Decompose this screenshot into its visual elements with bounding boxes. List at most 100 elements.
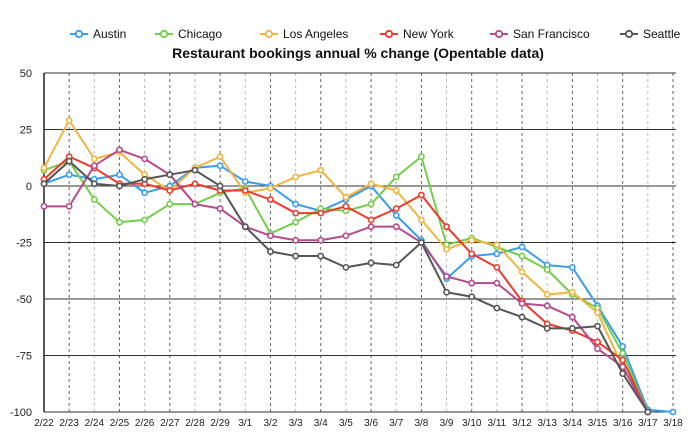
- data-point: [40, 164, 48, 172]
- x-tick-label: 3/4: [314, 418, 328, 429]
- data-point: [493, 250, 501, 258]
- legend-label: San Francisco: [513, 27, 590, 41]
- x-tick-label: 3/1: [238, 418, 252, 429]
- data-point: [619, 349, 627, 357]
- x-tick-label: 3/8: [414, 418, 428, 429]
- data-point: [443, 223, 450, 231]
- series-line-austin: [43, 164, 674, 413]
- data-point: [342, 232, 350, 240]
- legend-label: Los Angeles: [283, 27, 348, 41]
- data-point: [392, 261, 400, 269]
- legend-marker: [384, 29, 394, 39]
- data-point: [267, 232, 274, 240]
- data-point: [518, 313, 526, 321]
- data-point: [216, 182, 224, 190]
- x-tick-label: 2/23: [59, 418, 79, 429]
- y-tick-label: -100: [10, 407, 32, 419]
- data-point: [90, 196, 98, 203]
- data-point: [191, 180, 199, 188]
- legend-label: Seattle: [643, 27, 681, 41]
- data-point: [116, 171, 123, 179]
- legend-marker: [494, 29, 504, 39]
- data-point: [141, 189, 149, 197]
- data-point: [241, 223, 249, 231]
- data-point: [619, 356, 627, 364]
- legend-marker: [264, 29, 274, 39]
- data-point: [443, 245, 450, 253]
- data-point: [518, 268, 526, 276]
- data-point: [619, 370, 627, 377]
- legend-label: Austin: [93, 27, 126, 41]
- x-tick-label: 3/16: [613, 418, 633, 429]
- y-tick-label: -25: [16, 238, 32, 250]
- data-point: [292, 173, 299, 181]
- x-tick-label: 3/2: [263, 418, 277, 429]
- chart-title: Restaurant bookings annual % change (Ope…: [172, 45, 544, 61]
- x-tick-label: 3/13: [537, 418, 557, 429]
- data-point: [40, 180, 48, 188]
- x-tick-label: 3/12: [512, 418, 532, 429]
- data-point: [568, 313, 576, 321]
- x-tick-label: 3/14: [563, 418, 583, 429]
- data-point: [644, 408, 652, 416]
- data-point: [292, 252, 299, 260]
- data-point: [543, 302, 551, 310]
- data-point: [216, 162, 224, 170]
- x-tick-label: 2/25: [110, 418, 130, 429]
- data-point: [543, 291, 551, 298]
- x-tick-label: 2/24: [85, 418, 105, 429]
- data-point: [241, 178, 249, 185]
- x-tick-label: 2/29: [210, 418, 230, 429]
- data-point: [493, 241, 501, 249]
- data-point: [141, 216, 149, 224]
- data-point: [417, 191, 425, 199]
- x-tick-label: 2/26: [135, 418, 155, 429]
- data-point: [392, 205, 400, 212]
- data-point: [669, 408, 677, 416]
- data-point: [468, 250, 476, 258]
- data-point: [317, 209, 325, 217]
- data-point: [292, 200, 299, 208]
- data-point: [342, 202, 350, 210]
- data-point: [90, 155, 98, 163]
- data-point: [65, 157, 73, 165]
- data-point: [367, 180, 375, 188]
- data-point: [468, 293, 476, 301]
- data-point: [367, 216, 375, 224]
- x-tick-label: 3/3: [289, 418, 303, 429]
- data-point: [141, 175, 149, 183]
- data-point: [493, 279, 501, 287]
- y-tick-label: -75: [16, 351, 32, 363]
- data-point: [267, 248, 274, 255]
- legend-marker: [159, 29, 169, 39]
- data-point: [141, 155, 149, 163]
- x-tick-label: 3/17: [638, 418, 658, 429]
- data-point: [216, 205, 224, 212]
- x-tick-label: 3/11: [488, 418, 507, 429]
- data-point: [65, 202, 73, 210]
- x-tick-label: 3/5: [339, 418, 353, 429]
- data-point: [90, 162, 98, 170]
- x-tick-label: 3/18: [663, 418, 683, 429]
- data-point: [65, 171, 73, 179]
- data-point: [191, 166, 199, 174]
- data-point: [392, 211, 400, 219]
- data-point: [292, 218, 299, 226]
- legend-marker: [624, 29, 634, 39]
- data-point: [594, 309, 601, 316]
- data-point: [166, 200, 174, 208]
- data-point: [392, 173, 400, 181]
- x-tick-label: 2/22: [34, 418, 54, 429]
- data-point: [392, 187, 400, 194]
- data-point: [317, 166, 325, 174]
- data-point: [619, 343, 627, 350]
- data-point: [267, 184, 274, 192]
- data-point: [417, 239, 425, 246]
- data-point: [417, 153, 425, 161]
- data-point: [518, 243, 526, 251]
- x-tick-label: 2/27: [160, 418, 180, 429]
- y-tick-label: 25: [20, 125, 32, 137]
- data-point: [543, 324, 551, 332]
- y-tick-label: -50: [16, 294, 32, 306]
